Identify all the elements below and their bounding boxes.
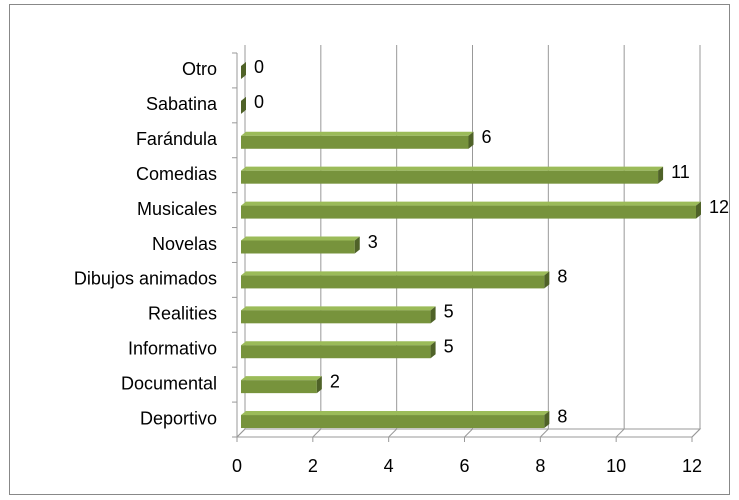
bar bbox=[241, 236, 360, 254]
y-tick-label: Sabatina bbox=[146, 94, 218, 114]
y-tick-label: Documental bbox=[121, 373, 217, 393]
bar-front bbox=[241, 205, 696, 219]
y-tick-label: Comedias bbox=[136, 164, 217, 184]
value-label: 8 bbox=[557, 406, 567, 426]
bar-front bbox=[241, 380, 317, 394]
value-label: 6 bbox=[482, 127, 492, 147]
bar-side bbox=[696, 201, 701, 219]
y-tick-label: Farándula bbox=[136, 129, 218, 149]
bar bbox=[241, 166, 664, 184]
y-tick-label: Deportivo bbox=[140, 408, 217, 428]
bar-side bbox=[468, 131, 474, 149]
bar bbox=[241, 306, 436, 324]
value-label: 5 bbox=[444, 336, 454, 356]
bar-side bbox=[430, 306, 436, 324]
bar-side bbox=[316, 376, 322, 394]
bar-top bbox=[241, 271, 550, 276]
bar-top bbox=[241, 376, 322, 381]
value-label: 11 bbox=[671, 162, 690, 182]
value-label: 0 bbox=[254, 92, 264, 112]
value-label: 8 bbox=[557, 267, 567, 287]
bar-side bbox=[354, 236, 360, 254]
y-tick-label: Dibujos animados bbox=[74, 269, 217, 289]
y-tick-label: Realities bbox=[148, 304, 217, 324]
value-label: 3 bbox=[368, 232, 378, 252]
bar-front bbox=[241, 415, 545, 429]
x-tick-label: 2 bbox=[308, 456, 318, 476]
bar bbox=[241, 341, 436, 359]
bar-top bbox=[241, 166, 664, 171]
x-tick-label: 6 bbox=[459, 456, 469, 476]
bar-top bbox=[241, 306, 436, 311]
bar-side bbox=[544, 271, 550, 289]
bar-top bbox=[241, 131, 474, 136]
x-tick-label: 0 bbox=[232, 456, 242, 476]
value-label: 5 bbox=[444, 302, 454, 322]
bar-front bbox=[241, 345, 431, 359]
bar-front bbox=[241, 310, 431, 324]
bar-front bbox=[241, 170, 659, 184]
bar-top bbox=[241, 341, 436, 346]
bar bbox=[241, 131, 474, 149]
x-tick-label: 4 bbox=[384, 456, 394, 476]
bar-top bbox=[241, 201, 701, 206]
bar-side bbox=[430, 341, 436, 359]
bar bbox=[241, 411, 550, 429]
bar-front bbox=[241, 135, 469, 149]
bar-front bbox=[241, 275, 545, 289]
bar bbox=[241, 376, 322, 394]
bar-front bbox=[241, 240, 355, 254]
bar-side bbox=[241, 61, 246, 79]
value-label: 0 bbox=[254, 57, 264, 77]
bar-top bbox=[241, 236, 360, 241]
bar bbox=[241, 201, 701, 219]
y-tick-label: Musicales bbox=[137, 199, 217, 219]
bar bbox=[241, 96, 246, 114]
value-label: 12 bbox=[709, 197, 729, 217]
x-tick-label: 12 bbox=[682, 456, 702, 476]
y-tick-label: Novelas bbox=[152, 234, 217, 254]
y-tick-label: Informativo bbox=[128, 338, 217, 358]
value-label: 2 bbox=[330, 371, 340, 391]
x-tick-label: 10 bbox=[606, 456, 626, 476]
bar-top bbox=[241, 411, 550, 416]
bar-side bbox=[241, 96, 246, 114]
bar bbox=[241, 271, 550, 289]
grid-line bbox=[691, 45, 701, 438]
bar bbox=[241, 61, 246, 79]
x-tick-label: 8 bbox=[535, 456, 545, 476]
bar-side bbox=[544, 411, 550, 429]
bar-side bbox=[658, 166, 664, 184]
y-tick-label: Otro bbox=[182, 59, 217, 79]
